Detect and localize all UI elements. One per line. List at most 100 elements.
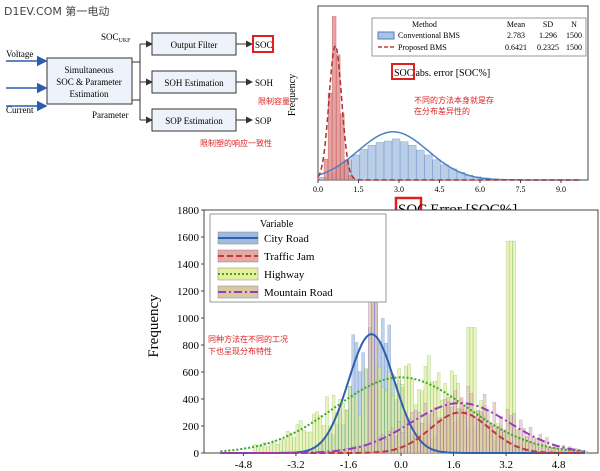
bottom-bar-3-59	[446, 396, 451, 454]
bottom-xtick-label-5: 3.2	[499, 459, 513, 471]
bottom-bar-3-44	[397, 421, 401, 454]
top-xtick-label-1: 1.5	[354, 185, 364, 194]
bottom-bar-2-5	[269, 442, 273, 454]
top-bar-0-15	[440, 164, 449, 181]
top-legend: Method Mean SD N Conventional BMS 2.783 …	[371, 17, 587, 57]
bottom-legend: Variable City Road Traffic Jam Highway Moun…	[209, 213, 387, 303]
top-bar-1-0	[323, 158, 329, 181]
bottom-legend-label-0: City Road	[264, 233, 309, 245]
top-xlabel: SOC abs. error [SOC%]	[394, 68, 490, 79]
soc-output-highlight	[252, 35, 274, 53]
bottom-bar-3-71	[486, 409, 490, 454]
svg-text:SOP Estimation: SOP Estimation	[165, 116, 223, 126]
bottom-xtick-label-2: -1.6	[340, 459, 358, 471]
top-bar-1-2	[331, 16, 337, 181]
svg-text:N: N	[571, 20, 577, 29]
bottom-ytick-label-2: 400	[183, 394, 200, 406]
bottom-bar-2-9	[282, 439, 286, 454]
bottom-histogram: SOCError [SOC%] Frequency 02004006008001…	[146, 196, 599, 471]
bottom-bar-2-13	[295, 424, 300, 454]
bottom-bar-3-87	[538, 434, 543, 454]
bottom-bar-2-7	[276, 444, 280, 454]
bottom-bar-3-50	[417, 411, 421, 454]
top-xtick-label-3: 4.5	[435, 185, 445, 194]
bottom-bar-3-76	[502, 429, 506, 454]
top-xtick-label-0: 0.0	[313, 185, 323, 194]
top-xtick-label-6: 9.0	[556, 185, 566, 194]
bottom-bar-2-31	[354, 393, 359, 454]
svg-text:Simultaneous: Simultaneous	[65, 65, 114, 75]
bottom-bar-3-101	[584, 451, 588, 454]
bottom-bar-3-33	[361, 445, 365, 454]
soc-ukf-label: SOCUKF	[101, 32, 131, 44]
bottom-bar-2-10	[285, 431, 290, 454]
top-bar-0-8	[383, 140, 393, 181]
bottom-bar-3-52	[423, 402, 428, 454]
svg-text:Estimation: Estimation	[70, 89, 109, 99]
bottom-bar-2-6	[272, 440, 277, 454]
bottom-ytick-label-9: 1800	[177, 205, 200, 217]
bottom-ylabel: Frequency	[146, 294, 162, 358]
block-diagram: Voltage Current Simultaneous SOC & Param…	[6, 32, 290, 148]
top-bar-0-7	[375, 142, 384, 181]
bottom-bar-2-33	[361, 389, 365, 454]
bottom-bar-3-47	[407, 423, 411, 454]
bottom-bar-2-11	[289, 432, 293, 454]
bottom-bar-2-14	[299, 420, 303, 454]
output-sop: SOP	[255, 116, 272, 126]
bottom-bar-3-56	[436, 420, 441, 454]
bottom-legend-label-1: Traffic Jam	[264, 251, 315, 263]
svg-text:1500: 1500	[566, 43, 582, 52]
bottom-bar-3-42	[390, 427, 395, 454]
bottom-bar-2-34	[364, 368, 368, 454]
bottom-ytick-label-4: 800	[183, 340, 200, 352]
parameter-label: Parameter	[92, 110, 128, 120]
output-soh: SOH	[255, 78, 274, 88]
input-current: Current	[6, 105, 34, 115]
svg-text:SOC & Parameter: SOC & Parameter	[56, 77, 122, 87]
bottom-bar-3-75	[499, 416, 503, 454]
bottom-ytick-label-1: 200	[183, 421, 200, 433]
top-bar-0-5	[359, 149, 368, 181]
bottom-bar-3-67	[473, 417, 477, 454]
bottom-bar-3-38	[377, 436, 382, 454]
bottom-bar-3-73	[492, 402, 497, 454]
bottom-xtick-label-6: 4.8	[552, 459, 566, 471]
top-bar-0-14	[432, 159, 441, 181]
top-xtick-label-4: 6.0	[475, 185, 485, 194]
top-bar-0-13	[424, 154, 433, 181]
bottom-bar-2-28	[345, 410, 349, 454]
bottom-bar-3-46	[404, 415, 408, 454]
bottom-annotation-2: 下也呈现分布特性	[208, 346, 272, 356]
bottom-ytick-label-0: 0	[194, 448, 200, 460]
bottom-curve-2	[220, 376, 585, 453]
top-histogram: 0.0 1.5 3.0 4.5 6.0 7.5 9.0 Method Mean SD N C…	[288, 5, 589, 194]
top-bar-1-3	[336, 54, 341, 181]
bottom-bar-3-66	[469, 393, 474, 454]
svg-text:0.2325: 0.2325	[537, 43, 559, 52]
bottom-xtick-label-0: -4.8	[235, 459, 253, 471]
svg-text:Method: Method	[412, 20, 437, 29]
svg-text:2.783: 2.783	[507, 31, 525, 40]
bottom-bar-3-61	[453, 390, 457, 454]
svg-text:Conventional BMS: Conventional BMS	[398, 31, 460, 40]
bottom-bar-3-70	[482, 394, 487, 454]
output-soc: SOC	[255, 40, 273, 50]
svg-text:SD: SD	[543, 20, 553, 29]
bottom-bar-3-65	[466, 386, 470, 454]
bottom-bar-2-0	[253, 444, 257, 454]
bottom-bar-2-27	[341, 402, 346, 454]
bottom-annotation-1: 同种方法在不同的工况	[208, 334, 288, 344]
bottom-bar-3-80	[515, 429, 520, 454]
bottom-bar-3-36	[371, 300, 375, 454]
bottom-legend-label-2: Highway	[264, 269, 305, 281]
top-bar-0-11	[408, 144, 417, 181]
estimator-block	[46, 57, 133, 105]
top-xtick-label-5: 7.5	[516, 185, 526, 194]
bottom-bar-3-45	[400, 432, 405, 454]
top-annotation-1: 不同的方法本身就是存	[414, 95, 494, 105]
bottom-bar-3-54	[430, 410, 434, 454]
top-bar-0-6	[367, 144, 376, 181]
bottom-bar-3-53	[427, 414, 431, 454]
svg-text:SOH Estimation: SOH Estimation	[164, 78, 224, 88]
